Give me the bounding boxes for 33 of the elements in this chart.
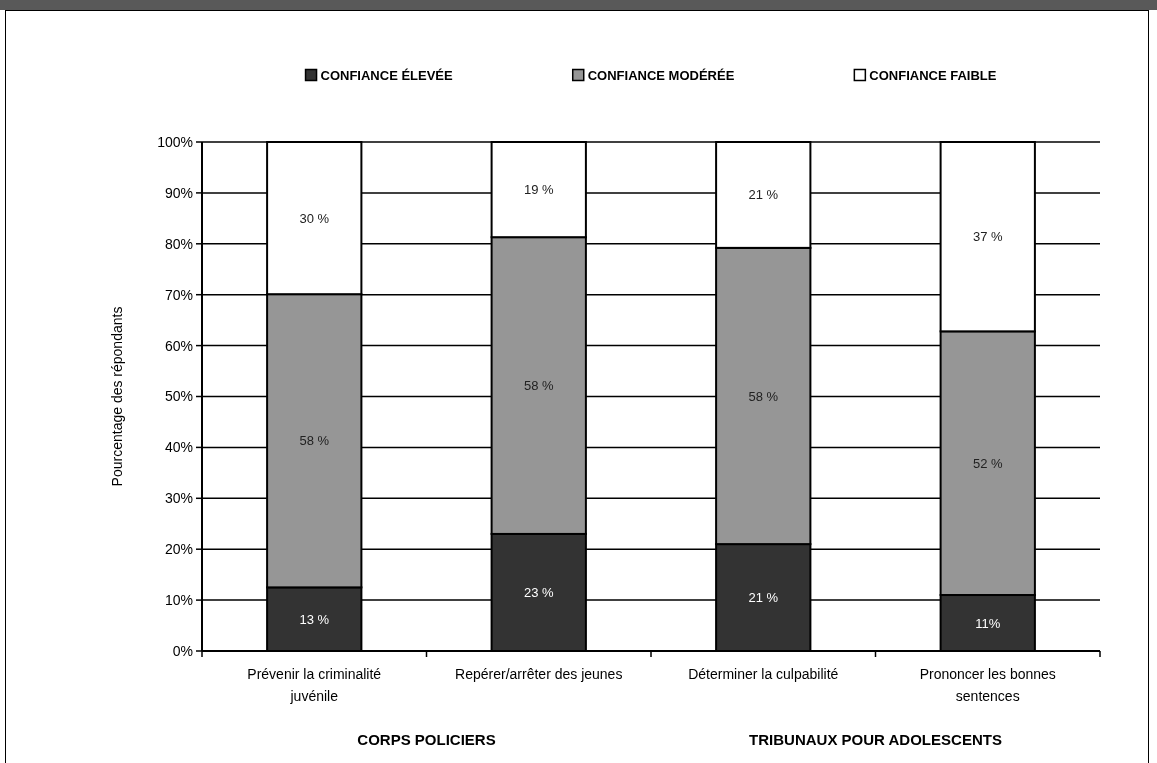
data-label: 21 %: [748, 187, 779, 203]
text: TRIBUNAUX POUR ADOLESCENTS: [749, 731, 1002, 748]
data-label: 58 %: [523, 378, 554, 394]
data-label: 13 %: [299, 611, 330, 627]
data-label: 58 %: [748, 388, 779, 404]
legend-label: CONFIANCE FAIBLE: [869, 67, 997, 83]
data-label: 30 %: [299, 210, 330, 226]
y-axis-title: Pourcentage des répondants: [109, 306, 125, 487]
y-tick-label: 70%: [164, 286, 193, 303]
data-label: 23 %: [523, 585, 554, 601]
data-label: 21 %: [748, 590, 779, 606]
y-tick-label: 10%: [164, 592, 193, 608]
y-tick-label: 40%: [164, 439, 193, 456]
x-tick-label: Déterminer la culpabilité: [688, 666, 839, 682]
x-tick-label: Prévenir la criminalité juvénile: [247, 666, 382, 704]
x-tick-label: Repérer/arrêter des jeunes: [455, 666, 623, 682]
y-tick-label: 80%: [164, 235, 193, 252]
data-label: 19 %: [523, 182, 554, 198]
data-label: 58 %: [299, 433, 330, 449]
y-tick-label: 60%: [164, 337, 193, 354]
y-tick-label: 90%: [164, 184, 193, 201]
y-tick-label: 100%: [157, 133, 193, 150]
data-label: 52 %: [972, 455, 1003, 471]
data-label: 11%: [975, 615, 1001, 631]
y-tick-label: 0%: [172, 642, 193, 659]
y-tick-label: 30%: [164, 490, 193, 507]
text: CORPS POLICIERS: [357, 731, 496, 748]
y-tick-label: 50%: [164, 388, 193, 405]
y-tick-label: 20%: [164, 541, 193, 558]
x-tick-label: Prononcer les bonnes sentences: [919, 666, 1056, 704]
data-label: 37 %: [972, 229, 1003, 245]
legend-label: CONFIANCE MODÉRÉE: [587, 67, 735, 83]
legend-label: CONFIANCE ÉLEVÉE: [320, 67, 454, 83]
